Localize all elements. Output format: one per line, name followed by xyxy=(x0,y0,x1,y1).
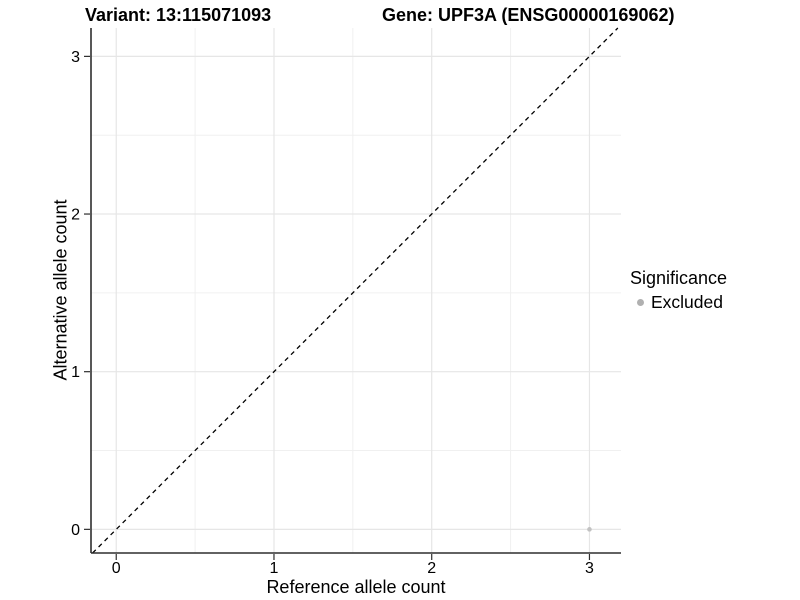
legend: Significance Excluded xyxy=(630,268,727,313)
y-axis-title: Alternative allele count xyxy=(50,199,71,381)
y-tick-label: 2 xyxy=(71,207,80,224)
x-tick-label: 3 xyxy=(585,560,594,577)
identity-line xyxy=(92,27,619,554)
data-point xyxy=(587,527,592,532)
x-axis-title: Reference allele count xyxy=(266,577,446,597)
x-tick-label: 1 xyxy=(270,560,279,577)
variant-title: Variant: 13:115071093 xyxy=(85,5,272,25)
x-tick-label: 0 xyxy=(112,560,121,577)
legend-entry-label: Excluded xyxy=(651,291,723,312)
legend-title: Significance xyxy=(630,268,728,288)
x-tick-label: 2 xyxy=(427,560,436,577)
y-tick-label: 3 xyxy=(71,49,80,66)
excluded-point-icon xyxy=(637,298,644,306)
y-tick-label: 1 xyxy=(71,364,80,381)
legend-entry-excluded: Excluded xyxy=(630,292,727,313)
y-tick-label: 0 xyxy=(71,522,80,539)
gene-title: Gene: UPF3A (ENSG00000169062) xyxy=(382,5,675,25)
